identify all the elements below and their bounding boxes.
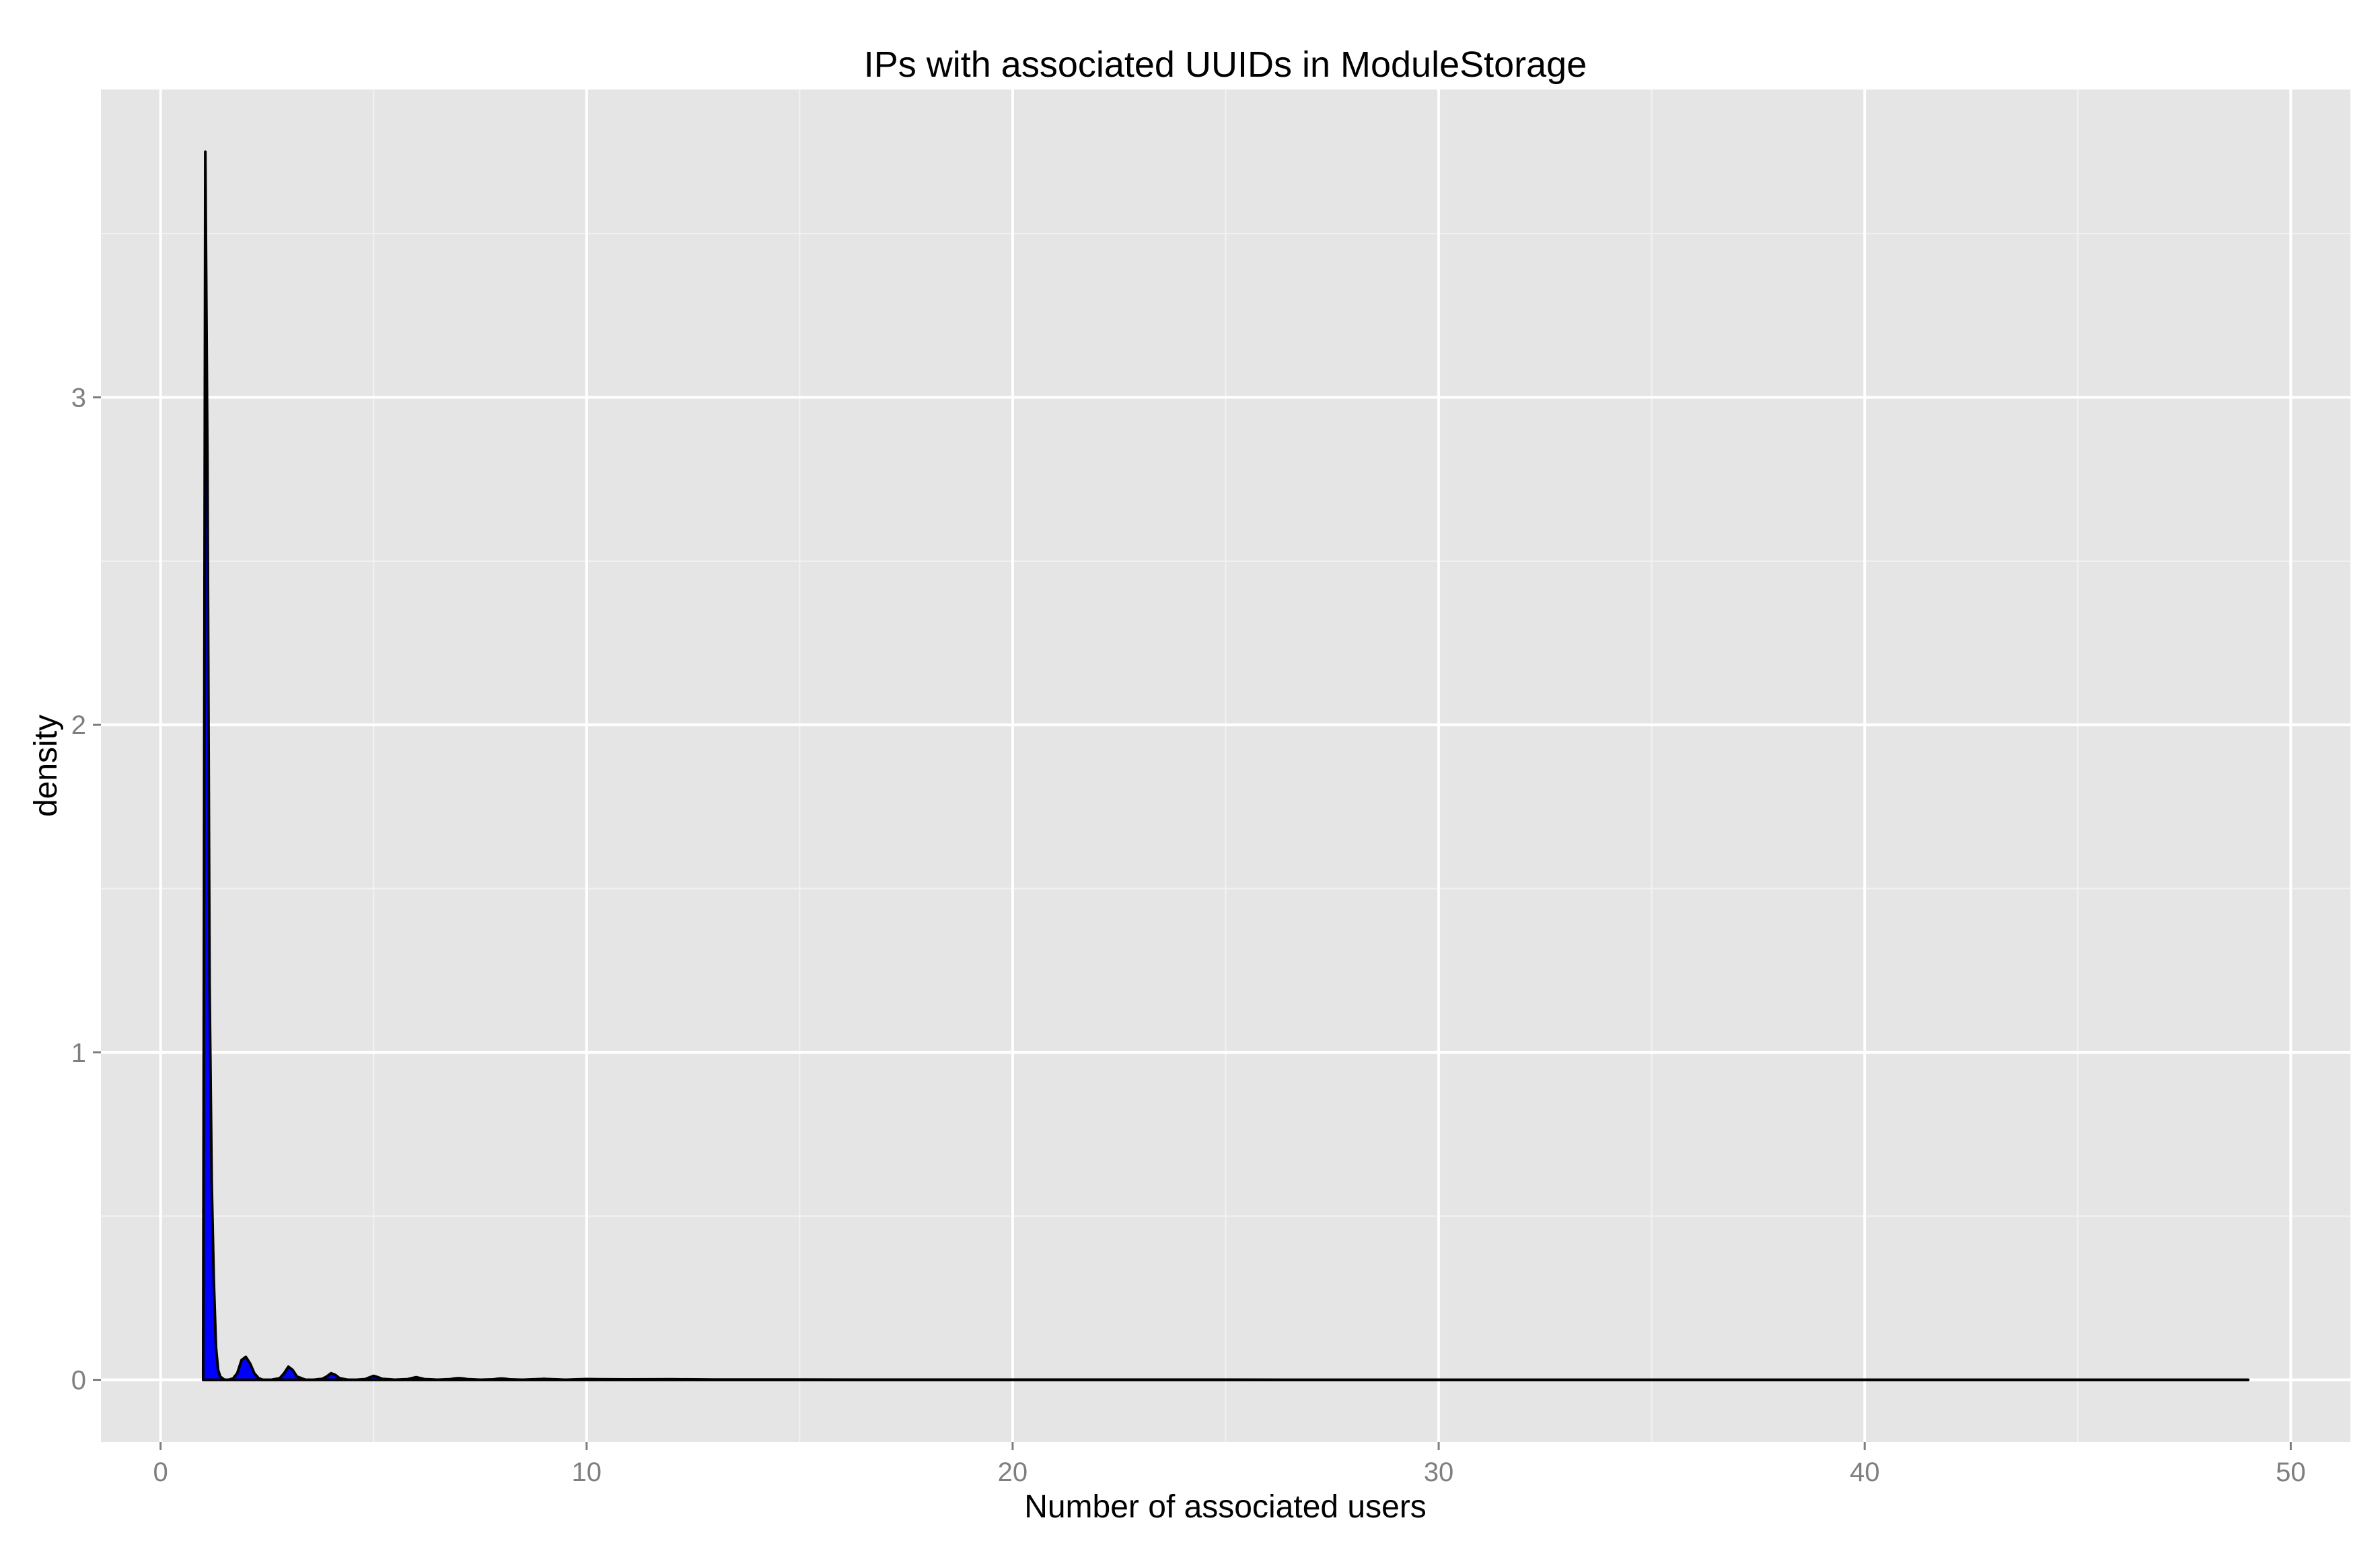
y-tick-label: 2 [71, 711, 86, 740]
x-tick-label: 40 [1850, 1458, 1880, 1487]
y-tick-label: 1 [71, 1038, 86, 1068]
x-tick-label: 20 [998, 1458, 1028, 1487]
y-tick-label: 3 [71, 383, 86, 412]
series-layer [201, 150, 2250, 1381]
density-line [201, 150, 2250, 1381]
y-tick-label: 0 [71, 1366, 86, 1396]
x-tick-label: 50 [2276, 1458, 2306, 1487]
tick-labels: 0 10 20 30 40 50 0 1 2 3 [71, 383, 2306, 1487]
y-axis-label: density [28, 715, 64, 817]
x-tick-label: 30 [1424, 1458, 1454, 1487]
minor-grid [101, 89, 2350, 1442]
axis-ticks [93, 396, 2292, 1450]
x-tick-label: 10 [572, 1458, 602, 1487]
x-tick-label: 0 [153, 1458, 168, 1487]
chart-title: IPs with associated UUIDs in ModuleStora… [864, 44, 1587, 85]
x-axis-label: Number of associated users [1024, 1489, 1427, 1525]
